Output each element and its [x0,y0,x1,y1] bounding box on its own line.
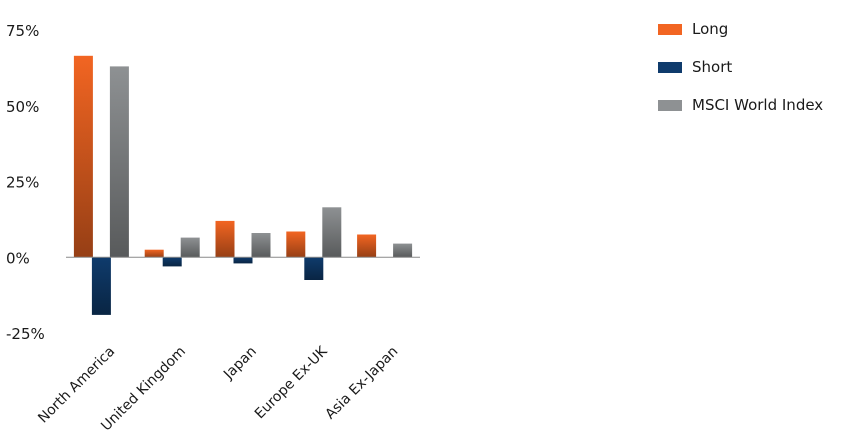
bar-msci-world-index-japan [251,233,271,258]
bar-long-asia-ex-japan [357,234,377,258]
legend-swatch-msci-world-index [658,99,682,111]
x-tick-label-europe-ex-uk: Europe Ex-UK [252,343,331,422]
bar-short-japan [233,257,253,264]
bar-short-europe-ex-uk [304,257,324,280]
bar-msci-world-index-europe-ex-uk [322,207,342,258]
legend-item-long: Long [658,10,823,48]
x-tick-label-north-america: North America [35,344,118,427]
y-tick-label-25: 25% [6,174,39,192]
x-tick-label-asia-ex-japan: Asia Ex-Japan [322,344,401,423]
legend-swatch-long [658,23,682,35]
bar-long-united-kingdom [144,249,164,258]
legend-label-short: Short [692,58,733,76]
y-tick-label-75: 75% [6,22,39,40]
bar-msci-world-index-united-kingdom [180,237,200,258]
legend: Long Short MSCI World Index [658,10,823,124]
bar-short-united-kingdom [162,257,182,267]
bar-msci-world-index-north-america [109,66,129,258]
y-axis: -25% 0% 25% 50% 75% [6,22,45,343]
legend-label-msci-world-index: MSCI World Index [692,96,824,114]
y-tick-label-50: 50% [6,98,39,116]
bar-long-japan [215,220,235,258]
bar-short-north-america [91,257,111,315]
bars [73,55,413,315]
legend-item-short: Short [658,48,823,86]
legend-item-msci-world-index: MSCI World Index [658,86,823,124]
y-tick-label-0: 0% [6,249,30,267]
legend-label-long: Long [692,20,729,38]
bar-msci-world-index-asia-ex-japan [393,243,413,258]
bar-long-europe-ex-uk [286,231,306,258]
bar-long-north-america [73,55,93,258]
legend-swatch-short [658,61,682,73]
x-tick-label-japan: Japan [220,344,260,384]
y-tick-label-25: -25% [6,325,45,343]
